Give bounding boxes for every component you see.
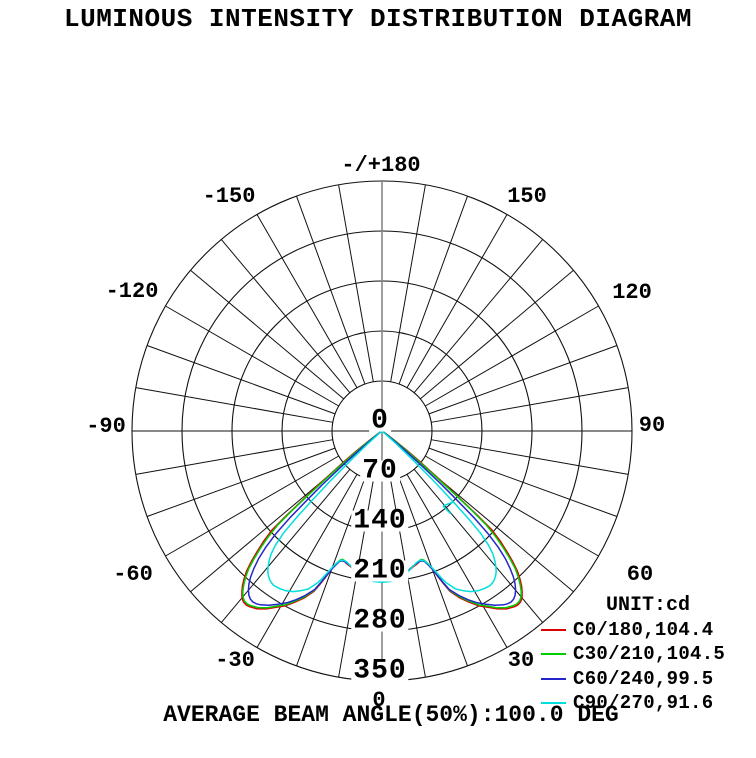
legend-entry: C90/270,91.6 — [541, 692, 714, 714]
page-title: LUMINOUS INTENSITY DISTRIBUTION DIAGRAM — [64, 4, 692, 34]
legend-unit-label: UNIT:cd — [606, 594, 691, 617]
angle-label-90: 90 — [638, 413, 666, 438]
angle-label--90: -90 — [86, 414, 126, 439]
series-curve-c90-270 — [267, 430, 497, 593]
curve-direction-arrow — [442, 501, 454, 515]
radial-tick-label-70: 70 — [360, 455, 400, 487]
angle-label-0: 0 — [372, 688, 386, 713]
angle-label--30: -30 — [215, 648, 255, 673]
radial-tick-label-140: 140 — [351, 505, 409, 537]
radial-tick-label-0: 0 — [369, 405, 391, 437]
angle-label--60: -60 — [113, 562, 153, 587]
radial-tick-label-210: 210 — [351, 555, 409, 587]
radial-tick-label-350: 350 — [351, 655, 409, 687]
angle-label-30: 30 — [507, 648, 535, 673]
legend-entry: C30/210,104.5 — [541, 643, 726, 665]
angle-label--120: -120 — [105, 279, 159, 304]
angle-label-120: 120 — [612, 280, 652, 305]
angle-label-180: -/+180 — [341, 153, 421, 178]
legend-swatch-line — [541, 629, 566, 631]
legend-entry-label: C60/240,99.5 — [573, 668, 714, 690]
legend-swatch-line — [541, 653, 566, 655]
angle-label-60: 60 — [626, 562, 654, 587]
legend-entry-label: C30/210,104.5 — [573, 643, 726, 665]
legend-entry: C0/180,104.4 — [541, 619, 714, 641]
average-beam-angle-note: AVERAGE BEAM ANGLE(50%):100.0 DEG — [163, 702, 619, 728]
angle-label-150: 150 — [507, 184, 547, 209]
legend-entry-label: C90/270,91.6 — [573, 692, 714, 714]
angle-label--150: -150 — [202, 184, 256, 209]
legend-swatch-line — [541, 678, 566, 680]
legend-swatch-line — [541, 702, 566, 704]
radial-tick-label-280: 280 — [351, 605, 409, 637]
legend-entry-label: C0/180,104.4 — [573, 619, 714, 641]
legend-entry: C60/240,99.5 — [541, 668, 714, 690]
